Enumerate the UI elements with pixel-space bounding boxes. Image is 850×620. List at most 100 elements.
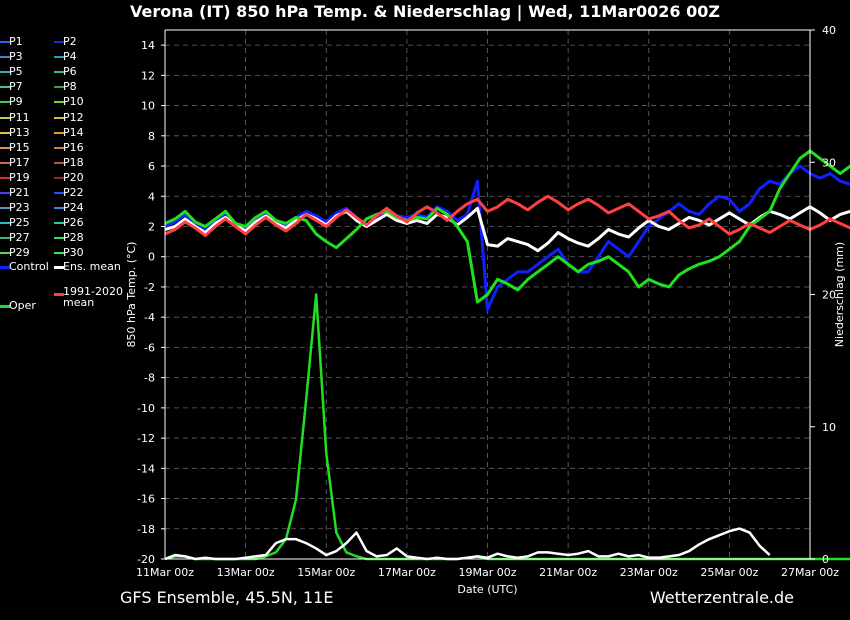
legend-label: P24 [63, 201, 84, 215]
legend-swatch [54, 192, 64, 194]
model-label: GFS Ensemble, 45.5N, 11E [120, 588, 334, 607]
chart-title: Verona (IT) 850 hPa Temp. & Niederschlag… [130, 2, 720, 21]
legend-label: P11 [9, 110, 30, 124]
legend-label: P8 [63, 80, 77, 94]
x-tick-label: 23Mar 00z [620, 566, 678, 579]
legend-label: 1991-2020 mean [63, 285, 123, 309]
legend-label: P12 [63, 110, 84, 124]
precip-series [164, 293, 850, 561]
y-tick-label: 2 [148, 220, 155, 233]
y-tick-label: 0 [148, 251, 155, 264]
x-tick-label: 19Mar 00z [458, 566, 516, 579]
legend-swatch [54, 116, 64, 119]
legend-swatch [54, 86, 64, 89]
legend-label: P4 [63, 50, 77, 64]
series-line [164, 149, 850, 304]
y-tick-label: -2 [144, 281, 155, 294]
legend-label: P10 [63, 95, 84, 109]
x-tick-label: 17Mar 00z [378, 566, 436, 579]
legend-label: P6 [63, 65, 77, 79]
legend-swatch [0, 86, 10, 89]
legend-swatch [54, 237, 64, 240]
legend-label: P28 [63, 231, 84, 245]
legend-swatch [0, 56, 10, 59]
legend-swatch [54, 176, 64, 179]
y-axis-label: 850 hPa Temp. (°C) [125, 242, 138, 348]
y-tick-label: -4 [144, 311, 155, 324]
series-line [164, 194, 850, 238]
precip-line [164, 527, 771, 561]
legend-swatch [54, 131, 64, 134]
y-right-tick-label: 10 [822, 421, 836, 434]
legend-label: P15 [9, 140, 30, 154]
legend-swatch [0, 207, 10, 210]
chart-axes: -20-18-16-14-12-10-8-6-4-202468101214010… [125, 24, 846, 596]
y-right-tick-label: 0 [822, 553, 829, 566]
legend-label: Control [9, 260, 49, 273]
legend-label: P27 [9, 231, 30, 245]
legend-swatch [54, 293, 64, 296]
y-tick-label: -20 [137, 553, 155, 566]
y-tick-label: 10 [141, 100, 155, 113]
y-tick-label: -12 [137, 432, 155, 445]
legend-swatch [54, 56, 64, 59]
legend-label: P30 [63, 246, 84, 260]
y-right-tick-label: 40 [822, 24, 836, 37]
x-tick-label: 11Mar 00z [136, 566, 194, 579]
legend-swatch [54, 207, 64, 210]
legend-swatch [0, 161, 10, 164]
y-right-tick-label: 20 [822, 289, 836, 302]
source-label: Wetterzentrale.de [649, 588, 794, 607]
legend-swatch [0, 146, 10, 149]
legend-label: P20 [63, 170, 84, 184]
legend-swatch [54, 71, 64, 74]
legend-swatch [54, 101, 64, 104]
y-tick-label: 12 [141, 69, 155, 82]
x-tick-label: 15Mar 00z [297, 566, 355, 579]
legend-label: P1 [9, 35, 23, 48]
legend-label: P18 [63, 155, 84, 169]
legend-swatch [0, 266, 10, 269]
y-tick-label: -6 [144, 341, 155, 354]
legend-label: P9 [9, 95, 23, 109]
chart-legend: P1 P2 P3 P4 P5 P6 P7 P8 P9 P10 P11 P12 P13 P14 P15 P16 P… [0, 34, 130, 324]
x-tick-label: 13Mar 00z [217, 566, 275, 579]
legend-label: P16 [63, 140, 84, 154]
legend-swatch [0, 116, 10, 119]
y-tick-label: -18 [137, 523, 155, 536]
legend-swatch [0, 237, 10, 240]
legend-swatch [0, 176, 10, 179]
x-tick-label: 21Mar 00z [539, 566, 597, 579]
legend-swatch [54, 252, 64, 255]
legend-swatch [54, 41, 64, 43]
x-axis-label: Date (UTC) [457, 583, 517, 596]
legend-label: P7 [9, 80, 23, 94]
legend-label: P26 [63, 216, 84, 230]
y-tick-label: 8 [148, 130, 155, 143]
y-tick-label: -10 [137, 402, 155, 415]
legend-label: P22 [63, 186, 84, 199]
legend-label: Ens. mean [63, 260, 121, 273]
legend-label: P25 [9, 216, 30, 230]
precip-line [164, 293, 850, 561]
legend-swatch [54, 161, 64, 164]
y-tick-label: 4 [148, 190, 155, 203]
legend-label: P2 [63, 35, 77, 48]
legend-swatch [0, 305, 10, 308]
series-line [164, 205, 850, 253]
y-tick-label: -8 [144, 372, 155, 385]
legend-label: P17 [9, 155, 30, 169]
legend-label: P29 [9, 246, 30, 260]
legend-label: P21 [9, 186, 30, 199]
legend-swatch [54, 222, 64, 225]
legend-swatch [0, 71, 10, 74]
y-tick-label: -14 [137, 462, 155, 475]
legend-swatch [54, 146, 64, 149]
y-right-axis-label: Niederschlag (mm) [833, 242, 846, 347]
legend-swatch [54, 266, 64, 269]
x-tick-label: 25Mar 00z [700, 566, 758, 579]
y-tick-label: 14 [141, 39, 155, 52]
legend-label: P23 [9, 201, 30, 215]
legend-label: P13 [9, 125, 30, 139]
member-series [164, 149, 850, 312]
